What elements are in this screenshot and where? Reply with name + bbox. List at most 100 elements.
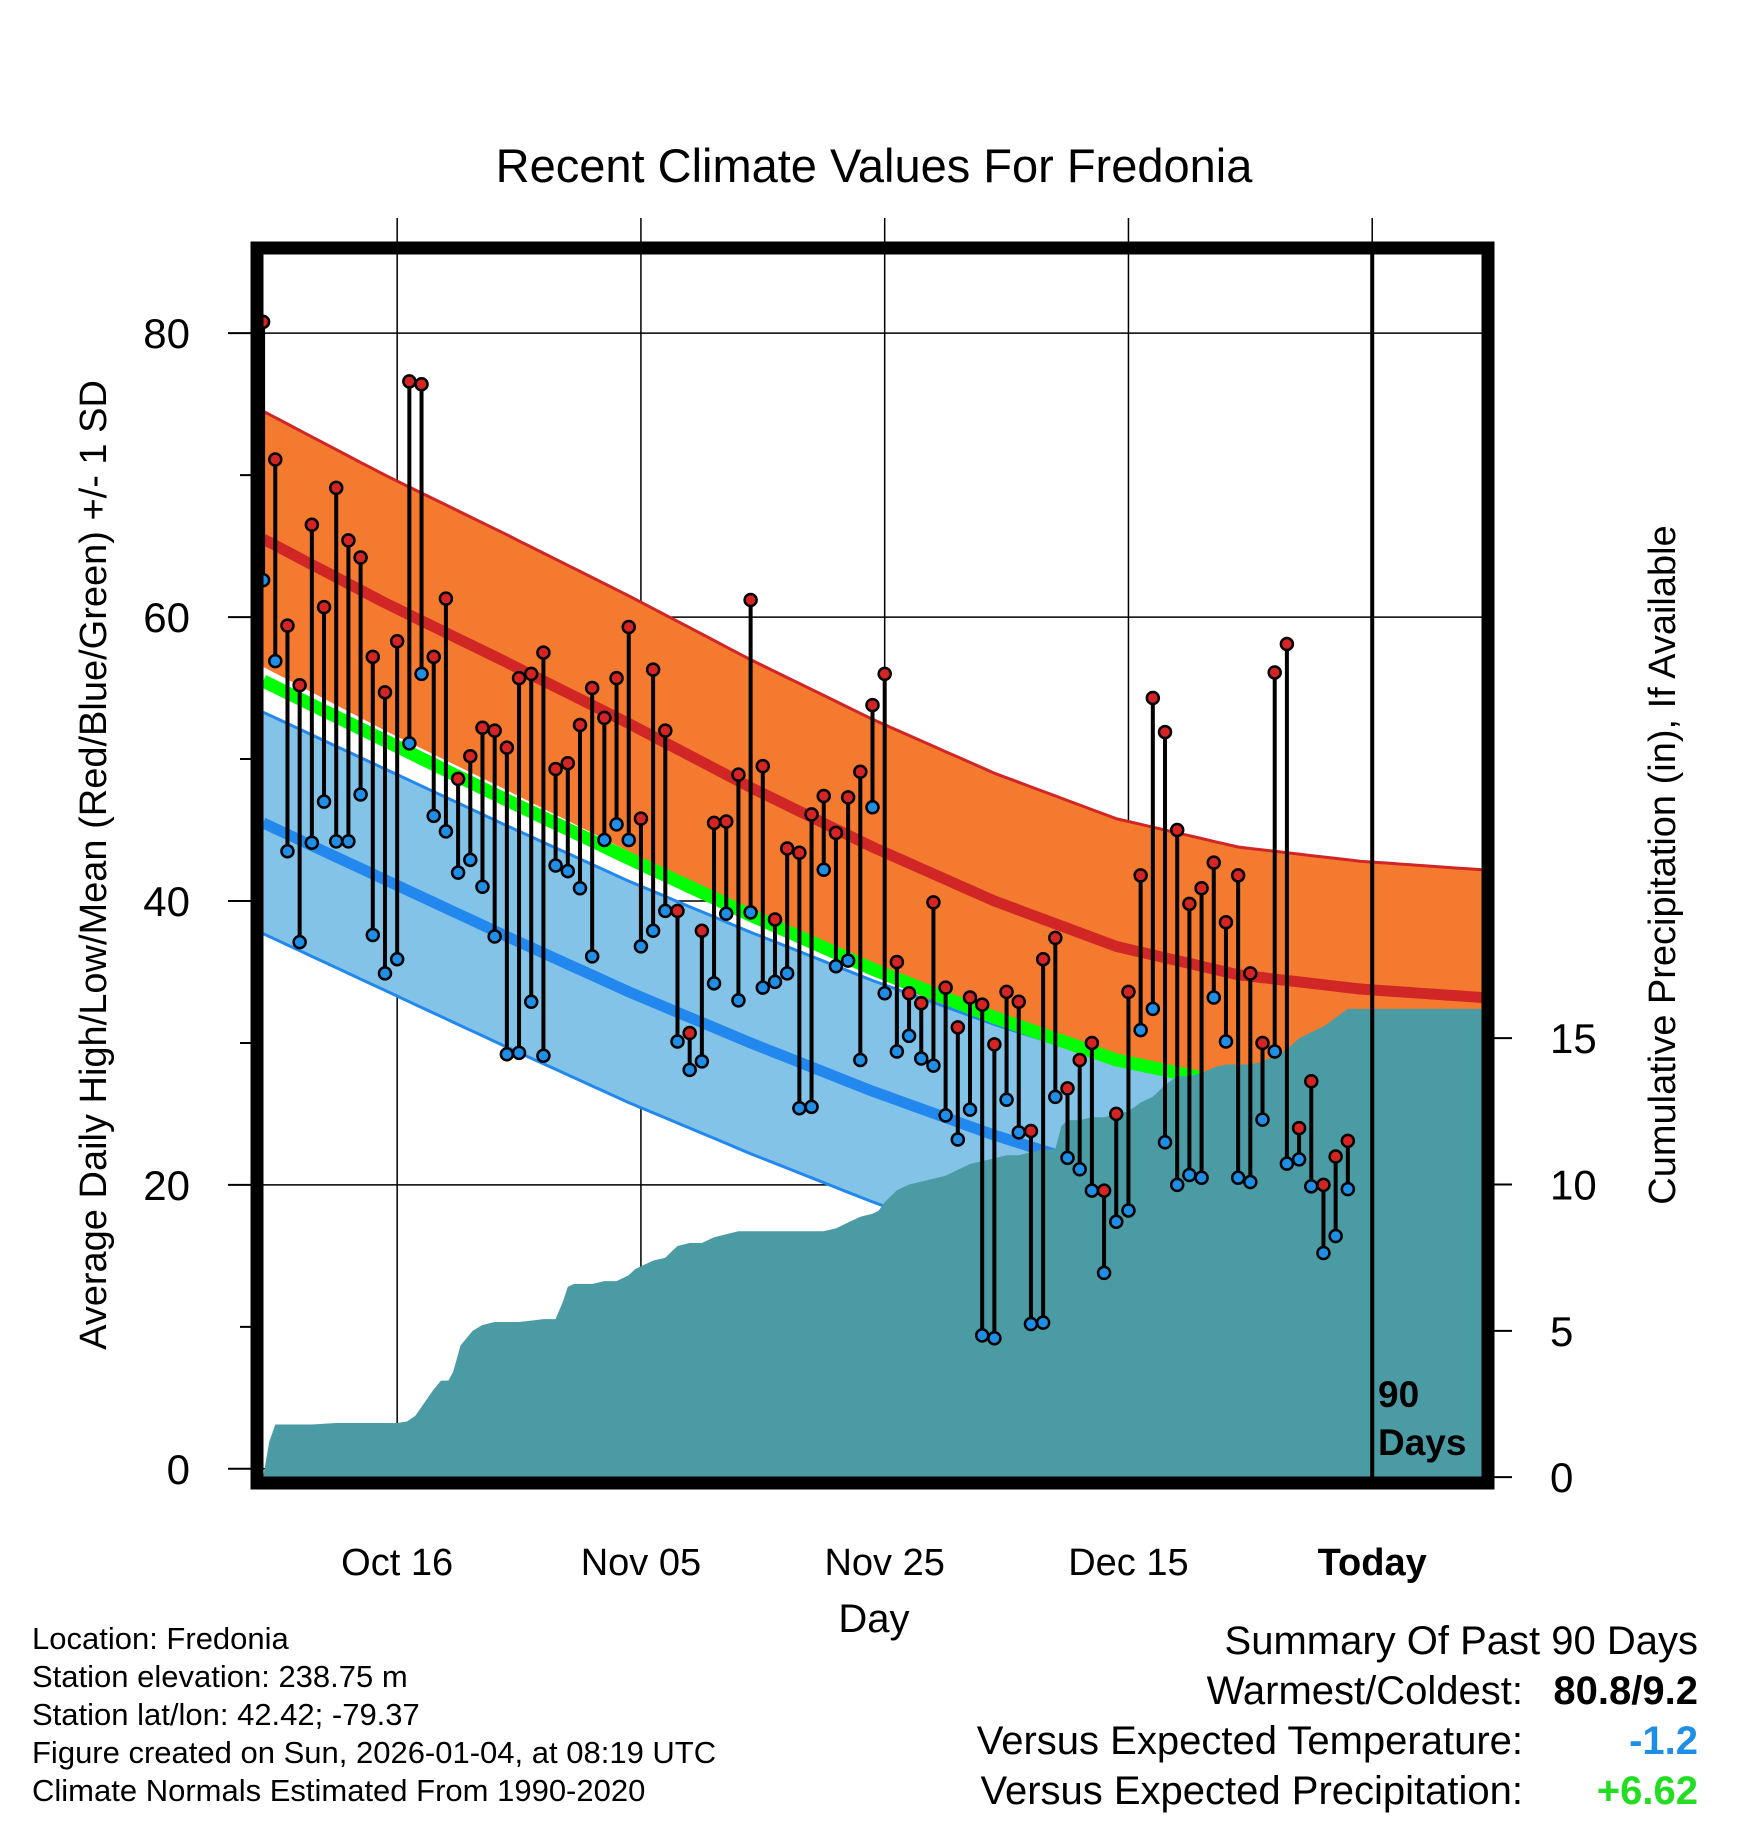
obs-high-65 <box>1048 930 1063 946</box>
obs-low-1 <box>268 653 283 669</box>
obs-high-1 <box>268 452 283 467</box>
obs-high-53 <box>901 986 917 1001</box>
obs-low-39 <box>731 993 746 1008</box>
obs-low-73 <box>1145 1001 1161 1017</box>
obs-low-16 <box>450 865 466 880</box>
obs-high-81 <box>1243 966 1258 981</box>
summary-title: Summary Of Past 90 Days <box>1224 1619 1698 1663</box>
obs-low-83 <box>1267 1044 1282 1059</box>
obs-low-63 <box>1023 1316 1039 1332</box>
obs-high-21 <box>511 670 527 686</box>
obs-low-79 <box>1218 1034 1234 1049</box>
obs-high-45 <box>804 807 819 822</box>
obs-low-57 <box>950 1132 966 1147</box>
info-elevation: Station elevation: 238.75 m <box>32 1659 408 1694</box>
obs-low-48 <box>840 953 856 968</box>
obs-high-2 <box>280 618 295 633</box>
obs-low-77 <box>1194 1170 1209 1186</box>
obs-low-18 <box>475 879 490 895</box>
obs-low-78 <box>1206 990 1222 1005</box>
obs-low-86 <box>1304 1179 1319 1194</box>
obs-high-23 <box>536 645 551 660</box>
obs-high-42 <box>767 912 783 927</box>
precip-departure-value: +6.62 <box>1596 1769 1698 1813</box>
obs-low-45 <box>804 1099 819 1115</box>
obs-low-61 <box>999 1092 1014 1107</box>
obs-low-72 <box>1133 1022 1148 1038</box>
obs-low-89 <box>1340 1181 1356 1197</box>
obs-low-21 <box>511 1045 527 1061</box>
info-latlon: Station lat/lon: 42.42; -79.37 <box>32 1697 420 1732</box>
obs-high-61 <box>999 984 1014 1000</box>
obs-low-10 <box>377 966 393 981</box>
obs-low-23 <box>536 1048 551 1063</box>
obs-high-62 <box>1011 994 1027 1010</box>
obs-high-44 <box>792 845 807 860</box>
station-info: Location: Fredonia Station elevation: 23… <box>32 1620 716 1810</box>
obs-high-78 <box>1206 855 1222 870</box>
obs-high-11 <box>389 633 405 649</box>
obs-high-67 <box>1072 1052 1087 1068</box>
obs-low-46 <box>816 862 831 878</box>
obs-high-88 <box>1328 1149 1343 1164</box>
obs-high-71 <box>1121 984 1136 1000</box>
y-tick-label-80: 80 <box>143 310 190 357</box>
precip-departure-label: Versus Expected Precipitation: <box>980 1769 1523 1813</box>
obs-low-55 <box>926 1058 941 1073</box>
obs-high-64 <box>1035 951 1051 967</box>
obs-low-81 <box>1243 1174 1258 1190</box>
summary-panel: Summary Of Past 90 Days Warmest/Coldest:… <box>798 1616 1698 1816</box>
obs-high-43 <box>779 841 795 856</box>
obs-high-8 <box>353 550 368 565</box>
obs-low-84 <box>1279 1156 1295 1171</box>
obs-high-7 <box>341 533 356 548</box>
obs-low-7 <box>341 834 356 849</box>
obs-high-72 <box>1133 868 1148 883</box>
obs-high-76 <box>1182 896 1197 912</box>
obs-high-41 <box>755 758 771 774</box>
today-label-90: 90 <box>1378 1374 1419 1415</box>
obs-high-18 <box>475 720 490 736</box>
obs-high-77 <box>1194 880 1209 896</box>
y2-tick-label-15: 15 <box>1550 1015 1597 1062</box>
warm-cold-value: 80.8/9.2 <box>1553 1669 1698 1713</box>
obs-low-82 <box>1255 1112 1270 1127</box>
obs-low-53 <box>901 1028 917 1044</box>
obs-high-56 <box>938 980 953 995</box>
obs-low-13 <box>414 666 429 682</box>
obs-high-84 <box>1279 636 1295 652</box>
obs-high-75 <box>1169 822 1185 838</box>
obs-low-22 <box>523 994 539 1010</box>
y-tick-label-40: 40 <box>143 878 190 925</box>
obs-high-3 <box>292 677 307 693</box>
obs-high-6 <box>328 480 344 496</box>
obs-low-67 <box>1072 1162 1087 1177</box>
obs-low-76 <box>1182 1167 1197 1183</box>
obs-high-89 <box>1340 1133 1356 1149</box>
obs-high-83 <box>1267 665 1282 680</box>
x-tick-label-2: Nov 25 <box>824 1542 944 1584</box>
obs-high-17 <box>463 748 478 764</box>
obs-high-87 <box>1316 1177 1331 1193</box>
obs-high-36 <box>694 923 710 939</box>
obs-low-54 <box>914 1051 929 1066</box>
obs-high-86 <box>1304 1074 1319 1089</box>
obs-low-35 <box>682 1062 697 1078</box>
observations <box>257 314 1356 1346</box>
obs-high-38 <box>718 814 734 829</box>
x-tick-label-0: Oct 16 <box>341 1542 453 1584</box>
obs-high-70 <box>1109 1106 1124 1122</box>
obs-high-47 <box>828 825 844 841</box>
obs-low-71 <box>1121 1203 1136 1218</box>
obs-high-10 <box>377 685 393 700</box>
obs-high-35 <box>682 1025 697 1041</box>
obs-low-65 <box>1048 1089 1063 1105</box>
obs-high-50 <box>865 697 880 713</box>
plot-frame <box>250 241 1495 1490</box>
info-location: Location: Fredonia <box>32 1621 289 1656</box>
obs-high-60 <box>987 1037 1002 1052</box>
obs-high-29 <box>609 670 624 686</box>
y2-axis-label: Cumulative Precipitation (in), If Availa… <box>1642 525 1684 1204</box>
obs-high-79 <box>1218 915 1234 930</box>
